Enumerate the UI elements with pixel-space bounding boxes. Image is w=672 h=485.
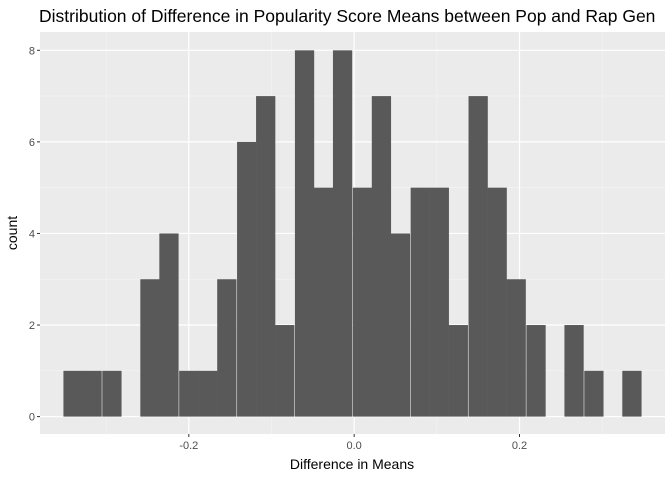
histogram-bar [237,141,257,417]
histogram-bar [179,370,199,417]
histogram-bar [140,279,160,417]
histogram-bar [526,325,546,417]
histogram-bar [217,279,237,417]
histogram-bar [198,370,218,417]
x-tick-label: 0.0 [347,440,362,452]
y-tick-label: 6 [29,137,35,149]
y-tick-label: 8 [29,45,35,57]
histogram-bar [352,187,373,417]
histogram-bars [63,50,642,417]
histogram-bar [448,325,468,417]
histogram-bar [506,279,526,417]
histogram-bar [313,187,334,417]
x-axis-title: Difference in Means [290,456,414,472]
histogram-bar [390,233,411,417]
axis-ticks: -0.2 0.0 0.2 0 2 4 6 8 [29,45,527,452]
y-axis-title: count [4,216,20,250]
histogram-bar [468,96,488,417]
y-tick-label: 2 [29,320,35,332]
histogram-bar [102,370,122,417]
histogram-bar [622,370,642,417]
x-tick-label: -0.2 [179,440,198,452]
histogram-bar [63,370,83,417]
histogram-bar [584,370,604,417]
histogram-bar [564,325,584,417]
histogram-bar [294,50,315,417]
chart-title: Distribution of Difference in Popularity… [39,6,655,26]
histogram-bar [82,370,102,417]
histogram-bar [332,50,353,417]
histogram-bar [487,187,507,417]
y-tick-label: 0 [29,412,35,424]
histogram-bar [410,187,430,417]
histogram-bar [256,96,276,417]
histogram-bar [371,96,392,417]
histogram-bar [159,233,179,417]
y-tick-label: 4 [29,228,35,240]
histogram-bar [429,187,449,417]
histogram-bar [275,325,295,417]
x-tick-label: 0.2 [512,440,527,452]
